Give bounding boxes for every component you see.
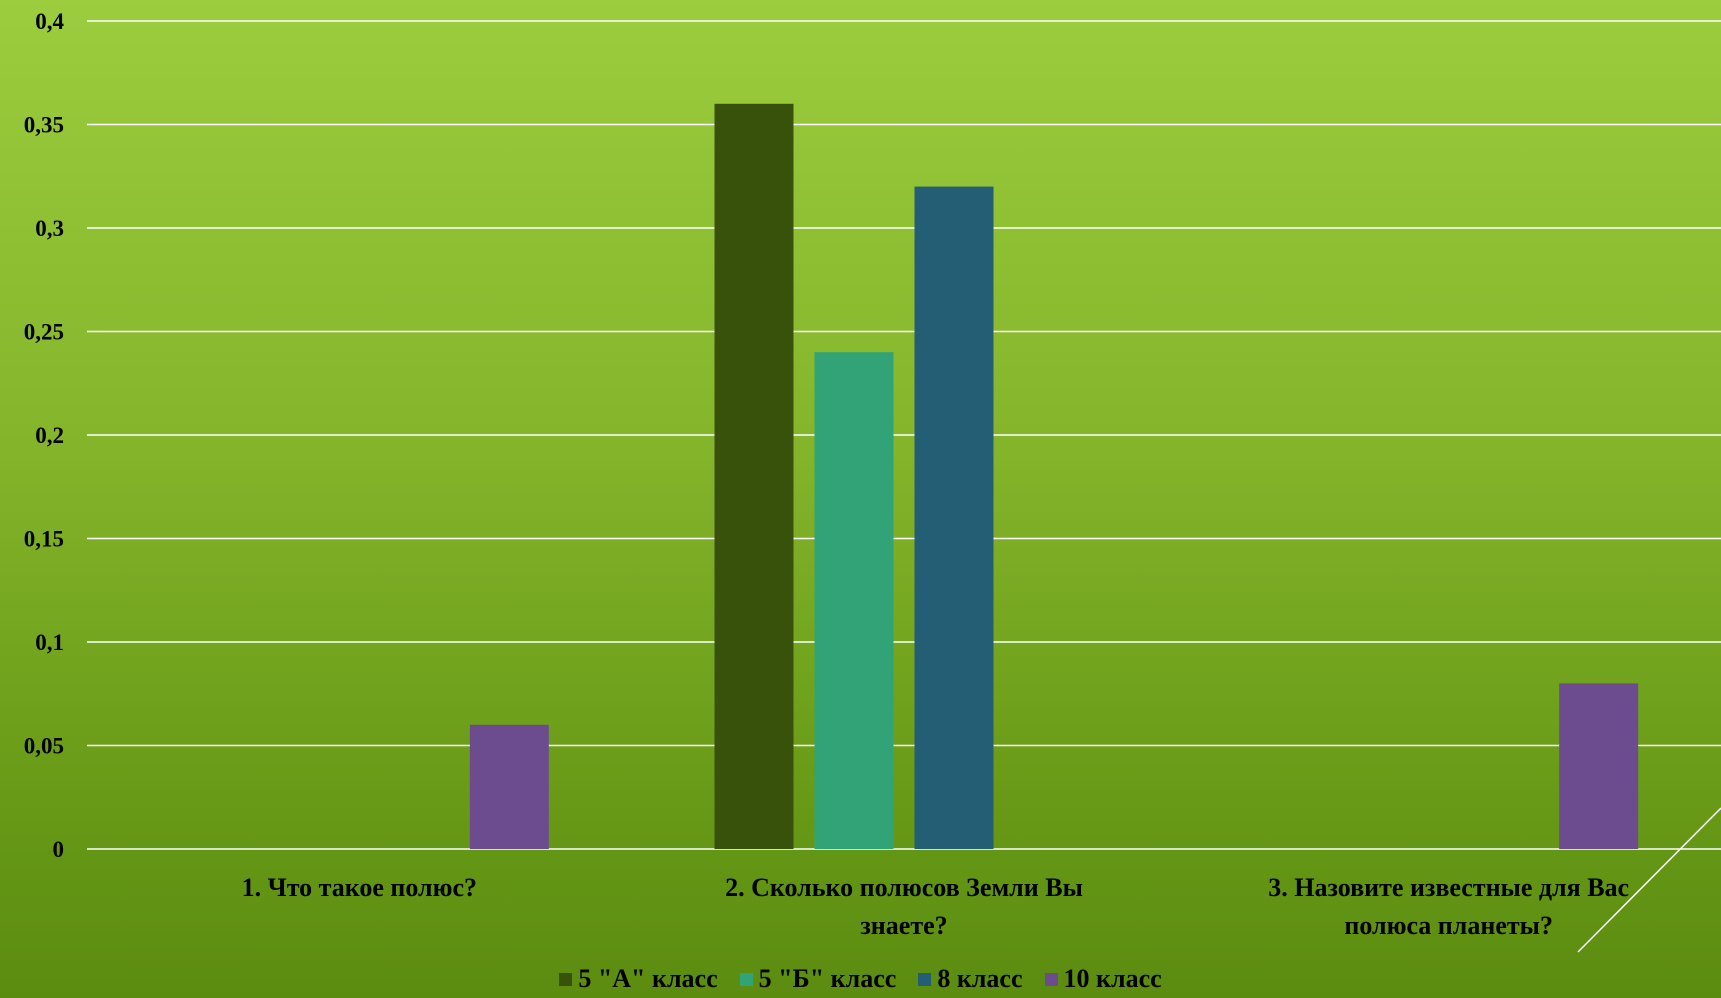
y-tick-label: 0,3 xyxy=(35,216,64,241)
y-tick-label: 0 xyxy=(53,837,65,862)
bar xyxy=(1559,683,1639,849)
y-tick-label: 0,05 xyxy=(24,734,64,759)
bar xyxy=(714,103,794,850)
y-tick-label: 0,35 xyxy=(24,113,64,138)
x-category-label-line: 3. Назовите известные для Вас xyxy=(1268,873,1629,902)
bars xyxy=(469,103,1639,850)
y-tick-label: 0,4 xyxy=(35,9,64,34)
y-tick-label: 0,2 xyxy=(35,423,64,448)
legend: 5 "А" класс 5 "Б" класс 8 класс 10 класс xyxy=(0,964,1721,994)
x-category-label-line: полюса планеты? xyxy=(1344,911,1553,940)
legend-swatch xyxy=(1044,972,1058,986)
y-tick-label: 0,25 xyxy=(24,320,64,345)
x-category-label: 1. Что такое полюс? xyxy=(242,873,477,902)
legend-item: 10 класс xyxy=(1044,964,1162,994)
legend-item: 8 класс xyxy=(918,964,1023,994)
legend-swatch xyxy=(559,972,573,986)
x-category-label: 2. Сколько полюсов Земли Вы знаете? xyxy=(725,873,1083,940)
gridlines xyxy=(87,20,1721,850)
bar xyxy=(914,186,994,850)
y-axis-ticks: 0 0,05 0,1 0,15 0,2 0,25 0,3 0,35 0,4 xyxy=(24,9,65,862)
x-category-label-line: 2. Сколько полюсов Земли Вы xyxy=(725,873,1083,902)
legend-swatch xyxy=(739,972,753,986)
legend-label: 10 класс xyxy=(1063,964,1162,993)
y-tick-label: 0,1 xyxy=(35,630,64,655)
y-tick-label: 0,15 xyxy=(24,527,64,552)
x-category-label: 3. Назовите известные для Вас полюса план… xyxy=(1268,873,1629,940)
legend-swatch xyxy=(918,972,932,986)
x-category-label-line: знаете? xyxy=(860,911,947,940)
legend-label: 8 класс xyxy=(937,964,1023,993)
x-axis-categories: 1. Что такое полюс? 2. Сколько полюсов Зе… xyxy=(242,873,1629,940)
legend-label: 5 "А" класс xyxy=(578,964,718,993)
legend-label: 5 "Б" класс xyxy=(758,964,897,993)
corner-decoration xyxy=(1577,807,1721,953)
legend-item: 5 "Б" класс xyxy=(739,964,897,994)
x-category-label-line: 1. Что такое полюс? xyxy=(242,873,477,902)
bar xyxy=(814,352,894,849)
bar xyxy=(469,724,549,849)
legend-item: 5 "А" класс xyxy=(559,964,718,994)
